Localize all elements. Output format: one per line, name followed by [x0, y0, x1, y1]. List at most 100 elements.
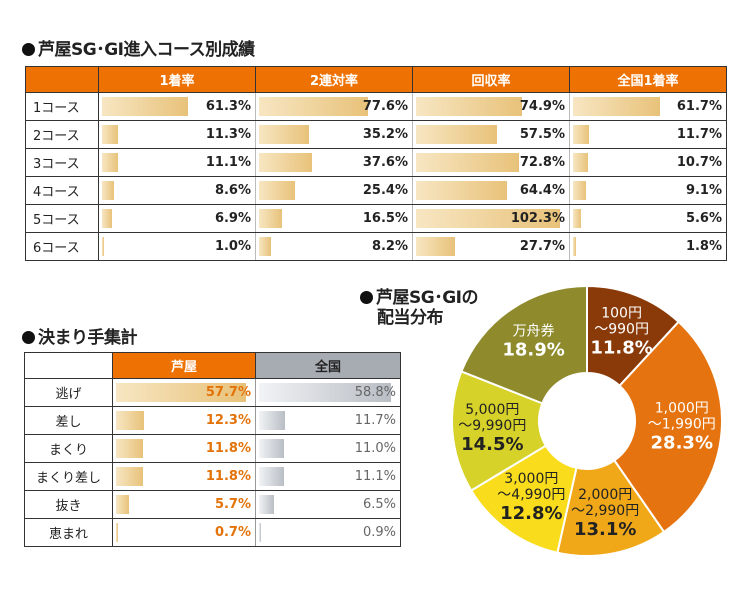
value-bar — [259, 467, 284, 486]
header-2ren-rate: 2連対率 — [255, 66, 413, 93]
header-corner — [24, 352, 113, 379]
course-cell: 35.2% — [255, 120, 413, 149]
value-bar — [259, 523, 262, 542]
ashiya-cell: 0.7% — [112, 518, 256, 547]
value-bar — [416, 181, 507, 200]
value-bar — [416, 209, 561, 228]
bullet-icon — [360, 291, 373, 304]
slice-range-label: 1,000円 — [655, 401, 709, 417]
payout-title: 芦屋SG･GIの 配当分布 — [360, 288, 478, 328]
course-cell: 16.5% — [255, 204, 413, 233]
value-bar — [259, 439, 284, 458]
national-cell: 6.5% — [255, 490, 401, 519]
course-cell: 61.3% — [98, 92, 256, 121]
value-bar — [102, 125, 118, 144]
course-row: 6コース 1.0% 8.2% 27.7% 1.8% — [25, 232, 727, 261]
course-cell: 8.2% — [255, 232, 413, 261]
value-bar — [259, 209, 283, 228]
cell-value: 72.8% — [519, 155, 565, 170]
value-bar — [116, 523, 118, 542]
national-cell: 11.1% — [255, 462, 401, 491]
course-row: 5コース 6.9% 16.5% 102.3% 5.6% — [25, 204, 727, 233]
course-cell: 5.6% — [569, 204, 727, 233]
kimarite-label: まくり差し — [24, 462, 113, 491]
pie-slice — [586, 284, 681, 388]
value-bar — [102, 153, 118, 172]
cell-value: 37.6% — [362, 155, 408, 170]
value-bar — [116, 383, 246, 402]
cell-value: 27.7% — [519, 239, 565, 254]
value-bar — [102, 97, 189, 116]
course-cell: 25.4% — [255, 176, 413, 205]
cell-value: 35.2% — [362, 127, 408, 142]
value-bar — [573, 237, 576, 256]
course-label: 1コース — [25, 92, 99, 121]
header-recovery-rate: 回収率 — [412, 66, 570, 93]
cell-value: 11.8% — [205, 441, 251, 456]
course-row: 1コース 61.3% 77.6% 74.9% 61.7% — [25, 92, 727, 121]
cell-value: 16.5% — [362, 211, 408, 226]
value-bar — [259, 495, 274, 514]
course-label: 6コース — [25, 232, 99, 261]
value-bar — [416, 125, 498, 144]
ashiya-cell: 57.7% — [112, 378, 256, 407]
value-bar — [259, 411, 286, 430]
kimarite-row: まくり 11.8% 11.0% — [24, 434, 401, 463]
cell-value: 9.1% — [685, 183, 722, 198]
ashiya-cell: 11.8% — [112, 462, 256, 491]
header-corner — [25, 66, 99, 93]
cell-value: 1.0% — [214, 239, 251, 254]
cell-value: 102.3% — [510, 211, 565, 226]
course-table-header: 1着率 2連対率 回収率 全国1着率 — [25, 66, 727, 93]
slice-range-label: ～2,990円 — [571, 503, 639, 519]
slice-range-label: 3,000円 — [504, 471, 558, 487]
slice-value-label: 12.8% — [500, 503, 562, 524]
course-cell: 27.7% — [412, 232, 570, 261]
value-bar — [116, 467, 143, 486]
kimarite-row: 抜き 5.7% 6.5% — [24, 490, 401, 519]
kimarite-label: 差し — [24, 406, 113, 435]
course-label: 4コース — [25, 176, 99, 205]
course-table-title: 芦屋SG･GI進入コース別成績 — [22, 35, 255, 60]
value-bar — [259, 97, 369, 116]
value-bar — [573, 97, 660, 116]
value-bar — [102, 237, 104, 256]
national-cell: 11.7% — [255, 406, 401, 435]
kimarite-label: 逃げ — [24, 378, 113, 407]
pie-slice — [469, 444, 578, 554]
pie-slice — [451, 370, 548, 492]
bullet-icon — [22, 331, 35, 344]
course-cell: 57.5% — [412, 120, 570, 149]
pie-slice — [612, 320, 723, 534]
course-label: 5コース — [25, 204, 99, 233]
cell-value: 5.6% — [685, 211, 722, 226]
value-bar — [116, 411, 144, 430]
cell-value: 74.9% — [519, 99, 565, 114]
national-cell: 11.0% — [255, 434, 401, 463]
cell-value: 11.3% — [205, 127, 251, 142]
kimarite-table: 芦屋 全国 逃げ 57.7% 58.8% 差し 12.3% 11.7% まくり 11.8% 11… — [24, 352, 401, 547]
value-bar — [416, 153, 519, 172]
pie-slice — [556, 459, 666, 557]
course-label: 3コース — [25, 148, 99, 177]
course-cell: 9.1% — [569, 176, 727, 205]
value-bar — [259, 237, 271, 256]
cell-value: 11.0% — [354, 441, 396, 456]
course-cell: 72.8% — [412, 148, 570, 177]
cell-value: 11.8% — [205, 469, 251, 484]
value-bar — [259, 153, 312, 172]
value-bar — [573, 181, 586, 200]
kimarite-label: 恵まれ — [24, 518, 113, 547]
course-cell: 102.3% — [412, 204, 570, 233]
slice-value-label: 28.3% — [651, 433, 713, 454]
slice-range-label: 100円 — [601, 306, 642, 322]
kimarite-row: 逃げ 57.7% 58.8% — [24, 378, 401, 407]
course-table: 1着率 2連対率 回収率 全国1着率 1コース 61.3% 77.6% 74.9% 61… — [25, 66, 727, 261]
course-cell: 10.7% — [569, 148, 727, 177]
course-row: 4コース 8.6% 25.4% 64.4% 9.1% — [25, 176, 727, 205]
course-cell: 64.4% — [412, 176, 570, 205]
